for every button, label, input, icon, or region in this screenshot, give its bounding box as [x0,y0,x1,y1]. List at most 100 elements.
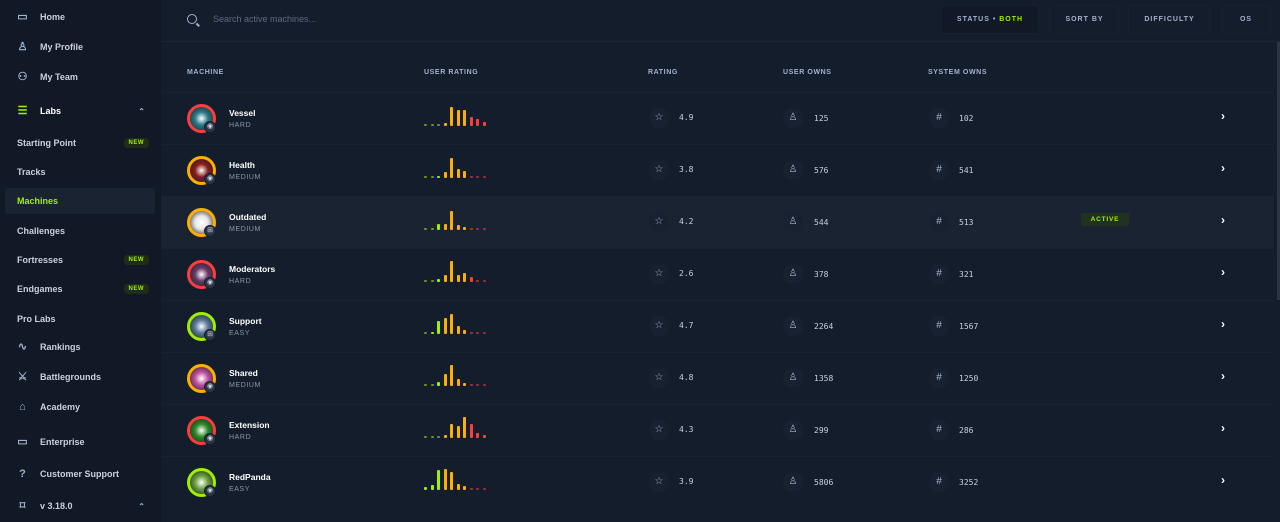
sidebar-item-label: v 3.18.0 [40,501,73,511]
sidebar-item-endgames[interactable]: Endgames NEW [0,276,161,302]
os-filter-button[interactable]: OS [1221,5,1271,34]
rating-bar [456,168,460,178]
server-icon: ☰ [17,104,28,117]
sidebar-item-customer-support[interactable]: ? Customer Support [0,461,161,487]
rating-bar [469,228,473,230]
table-row[interactable]: ◉ Shared MEDIUM ☆ 4.8 ♙ 1358 # 1250 › [161,352,1274,404]
rating-bar [476,384,479,386]
sidebar-item-label: Customer Support [40,469,120,479]
rating-bar [437,278,440,282]
chevron-up-icon[interactable]: ⌃ [138,501,145,511]
rating-bar [450,107,453,126]
machine-name[interactable]: RedPanda [229,472,271,482]
system-owns-value: 1567 [959,322,979,331]
star-icon[interactable]: ☆ [649,368,669,388]
user-icon: ♙ [17,40,28,53]
rating-bar [424,436,427,438]
sidebar-item-enterprise[interactable]: ▭ Enterprise [0,429,161,455]
sidebar-item-label: Academy [40,402,81,412]
sidebar-item-battlegrounds[interactable]: ⚔ Battlegrounds [0,364,161,390]
machine-name[interactable]: Vessel [229,108,256,118]
machine-name[interactable]: Shared [229,368,258,378]
status-value: BOTH [999,16,1024,23]
linux-icon: ◉ [204,433,216,445]
star-icon[interactable]: ☆ [649,316,669,336]
star-icon[interactable]: ☆ [649,264,669,284]
rating-bar [469,488,473,490]
star-icon[interactable]: ☆ [649,108,669,128]
status-filter-button[interactable]: STATUS • BOTH [941,5,1039,34]
machine-name[interactable]: Extension [229,420,270,430]
machine-name[interactable]: Support [229,316,262,326]
sidebar-item-home[interactable]: ▭ Home [0,4,161,30]
rating-bar [476,332,479,334]
search-input[interactable] [213,14,513,24]
rating-bar [463,226,466,230]
star-icon[interactable]: ☆ [649,472,669,492]
rating-bar [430,176,434,178]
chevron-up-icon[interactable]: ⌃ [138,106,145,116]
rating-bar [456,378,460,386]
user-icon: ♙ [783,108,803,128]
machine-name[interactable]: Outdated [229,212,267,222]
rating-bar [424,280,427,282]
sidebar-item-pro-labs[interactable]: Pro Labs [0,306,161,332]
rating-bar [456,325,460,334]
rating-bar [450,365,453,386]
sidebar-item-my-team[interactable]: ⚇ My Team [0,64,161,90]
table-row[interactable]: ◉ Moderators HARD ☆ 2.6 ♙ 378 # 321 › [161,248,1274,300]
chevron-right-icon[interactable]: › [1221,265,1225,279]
difficulty-filter-button[interactable]: DIFFICULTY [1128,5,1211,34]
star-icon[interactable]: ☆ [649,420,669,440]
machine-name[interactable]: Moderators [229,264,276,274]
chevron-right-icon[interactable]: › [1221,161,1225,175]
table-row[interactable]: ◉ RedPanda EASY ☆ 3.9 ♙ 5806 # 3252 › [161,456,1274,508]
rating-bar [469,384,473,386]
sidebar-item-tracks[interactable]: Tracks [0,159,161,185]
sidebar-item-label: Pro Labs [17,314,56,324]
rating-bar [476,488,479,490]
user-rating-chart [424,417,494,438]
chevron-right-icon[interactable]: › [1221,369,1225,383]
sidebar-item-my-profile[interactable]: ♙ My Profile [0,34,161,60]
scrollbar[interactable] [1277,42,1280,300]
rating-bar [450,424,453,438]
user-rating-chart [424,209,494,230]
sidebar-item-label: Labs [40,106,62,116]
rating-bar [456,483,460,490]
table-row[interactable]: ⊞ Support EASY ☆ 4.7 ♙ 2264 # 1567 › [161,300,1274,352]
chevron-right-icon[interactable]: › [1221,421,1225,435]
user-owns-value: 576 [814,166,829,175]
table-row[interactable]: ◉ Vessel HARD ☆ 4.9 ♙ 125 # 102 › [161,92,1274,144]
sidebar-item-rankings[interactable]: ∿ Rankings [0,334,161,360]
table-row[interactable]: ⊞ Outdated MEDIUM ☆ 4.2 ♙ 544 # 513 ACTI… [161,196,1274,248]
sidebar-item-machines[interactable]: Machines [5,188,155,214]
chevron-right-icon[interactable]: › [1221,473,1225,487]
sidebar-item-academy[interactable]: ⌂ Academy [0,394,161,420]
table-row[interactable]: ◉ Extension HARD ☆ 4.3 ♙ 299 # 286 › [161,404,1274,456]
rating-bar [463,170,466,178]
sidebar-item-labs[interactable]: ☰ Labs ⌃ [0,98,161,124]
sidebar-item-starting-point[interactable]: Starting Point NEW [0,130,161,156]
sidebar-item-label: Fortresses [17,255,64,265]
chevron-right-icon[interactable]: › [1221,213,1225,227]
sidebar-item-v-3-18-0[interactable]: ⌑ v 3.18.0 ⌃ [0,493,161,519]
chevron-right-icon[interactable]: › [1221,109,1225,123]
top-bar: STATUS • BOTH SORT BY DIFFICULTY OS [161,0,1280,42]
hash-icon: # [929,472,949,492]
rating-bar [443,223,447,230]
rating-bar [450,158,453,178]
rating-bar [469,276,473,282]
rating-value: 2.6 [679,269,694,278]
sort-by-button[interactable]: SORT BY [1050,5,1119,34]
star-icon[interactable]: ☆ [649,212,669,232]
os-label: OS [1239,16,1253,23]
user-rating-chart [424,261,494,282]
machine-name[interactable]: Health [229,160,255,170]
star-icon[interactable]: ☆ [649,160,669,180]
sidebar-item-fortresses[interactable]: Fortresses NEW [0,247,161,273]
chevron-right-icon[interactable]: › [1221,317,1225,331]
table-row[interactable]: ◉ Health MEDIUM ☆ 3.8 ♙ 576 # 541 › [161,144,1274,196]
rating-bar [463,329,466,334]
sidebar-item-challenges[interactable]: Challenges [0,218,161,244]
